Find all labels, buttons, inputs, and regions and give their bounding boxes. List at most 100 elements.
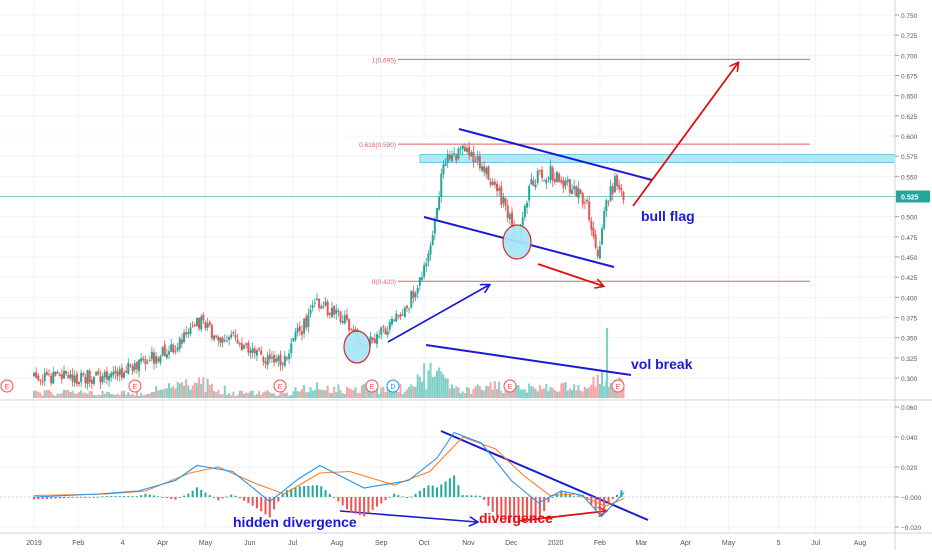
candle-body (523, 206, 526, 218)
annotation-bull-flag: bull flag (641, 208, 695, 224)
volume-bar (217, 389, 220, 398)
candle-body (127, 362, 130, 374)
histogram-bar (148, 494, 151, 497)
histogram-bar (363, 497, 366, 517)
volume-bar (99, 395, 102, 398)
volume-bar (386, 386, 389, 398)
volume-bar (568, 388, 571, 398)
candle-body (270, 356, 273, 359)
event-marker-label: D (390, 384, 395, 391)
candle-body (335, 309, 338, 314)
histogram-bar (54, 497, 57, 499)
candle-body (448, 154, 451, 160)
candle-body (185, 332, 188, 335)
volume-bar (180, 382, 183, 398)
candle-body (382, 326, 385, 328)
event-marker-label: E (133, 384, 138, 391)
histogram-bar (577, 496, 580, 497)
volume-bar (549, 387, 552, 398)
event-marker-circle (365, 379, 379, 393)
volume-bar (37, 391, 40, 398)
histogram-bar (144, 493, 147, 497)
volume-bar (562, 382, 565, 398)
candle-body (575, 186, 578, 197)
candle-body (405, 305, 408, 308)
histogram-bar (345, 497, 348, 510)
volume-bar (474, 386, 477, 398)
volume-bar (322, 390, 325, 398)
candle-body (511, 212, 514, 227)
histogram-bar (466, 495, 469, 497)
candle-body (601, 228, 604, 245)
volume-bar (69, 392, 72, 398)
volume-bar (78, 392, 81, 398)
histogram-bar (118, 496, 121, 497)
histogram-bar (500, 497, 503, 519)
candle-body (408, 308, 411, 310)
candle-body (586, 199, 589, 202)
candle-body (508, 214, 511, 220)
candle-body (457, 148, 460, 159)
histogram-bar (508, 497, 511, 523)
histogram-bar (251, 497, 254, 506)
histogram-bar (183, 495, 186, 497)
volume-bar (234, 395, 237, 398)
candle-body (75, 373, 78, 384)
candle-body (120, 367, 123, 378)
candle-body (532, 180, 535, 187)
histogram-bar (290, 488, 293, 497)
candle-body (247, 343, 250, 353)
price-tick-label: 0.700 (901, 53, 918, 60)
histogram-bar (174, 497, 177, 500)
volume-bar (116, 393, 119, 398)
volume-bar (493, 381, 496, 398)
volume-bar (393, 391, 396, 398)
volume-bar (150, 392, 153, 398)
candle-body (170, 344, 173, 352)
histogram-bar (547, 497, 550, 503)
volume-bar (71, 390, 74, 398)
volume-bar (405, 389, 408, 398)
volume-bar (517, 384, 520, 398)
volume-bar (611, 386, 614, 398)
candlesticks (33, 141, 625, 390)
volume-bar (429, 362, 432, 398)
histogram-bar (123, 496, 126, 497)
candle-body (84, 376, 87, 384)
histogram-bar (191, 490, 194, 497)
candle-body (485, 167, 488, 175)
candle-body (526, 202, 529, 208)
histogram-bar (135, 496, 138, 497)
candle-body (213, 335, 216, 340)
histogram-bar (170, 497, 173, 499)
volume-bar (315, 382, 318, 398)
candle-body (493, 181, 496, 185)
candle-body (543, 180, 546, 182)
volume-bar (577, 384, 580, 398)
histogram-bar (440, 484, 443, 497)
price-tick-label: 0.325 (901, 356, 918, 363)
candle-body (189, 327, 192, 334)
candle-body (553, 179, 556, 182)
histogram-bar (598, 497, 601, 515)
histogram-bar (93, 496, 96, 498)
histogram-bar (453, 475, 456, 497)
candle-body (384, 328, 387, 335)
candle-body (142, 358, 145, 361)
volume-bar (103, 393, 106, 398)
histogram-bar (324, 490, 327, 497)
candle-body (583, 202, 586, 204)
volume-bar (502, 393, 505, 398)
candle-body (560, 179, 563, 183)
annotation-divergence: divergence (479, 510, 553, 526)
candle-body (549, 165, 552, 181)
histogram-bar (153, 495, 156, 497)
candle-body (594, 234, 597, 248)
histogram-bar (161, 497, 164, 498)
candle-body (129, 364, 132, 366)
volume-bar (504, 387, 507, 398)
histogram-bar (461, 495, 464, 497)
price-tick-label: 0.450 (901, 255, 918, 262)
volume-bar (388, 385, 391, 398)
volume-bar (416, 374, 419, 398)
